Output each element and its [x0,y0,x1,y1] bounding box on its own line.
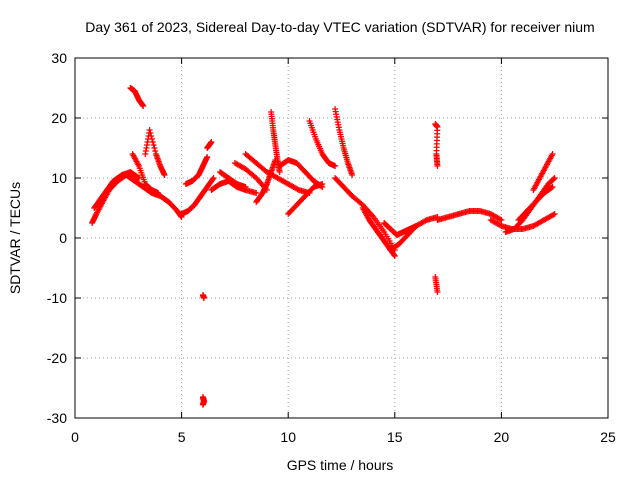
data-point [134,174,141,181]
data-point [550,211,557,218]
y-tick-label: -20 [47,350,67,366]
y-axis-label: SDTVAR / TECUs [7,182,23,294]
y-tick-label: -10 [47,290,67,306]
data-point [149,139,156,145]
x-tick-label: 15 [387,429,403,445]
data-point [349,172,356,178]
data-point [151,145,158,151]
x-tick-label: 0 [71,429,79,445]
y-tick-label: 10 [51,170,67,186]
chart-title: Day 361 of 2023, Sidereal Day-to-day VTE… [85,19,594,35]
data-point [204,154,211,160]
data-point [550,175,557,182]
data-point [294,186,301,193]
data-point [152,148,159,154]
data-point [140,103,147,109]
data-point [498,217,505,223]
data-point [434,163,441,169]
x-tick-label: 10 [280,429,296,445]
x-tick-label: 5 [178,429,186,445]
data-point [155,190,162,196]
data-point [253,190,260,196]
data-point [497,216,504,223]
data-point [548,184,555,191]
y-tick-label: -30 [47,410,67,426]
data-points [89,85,558,408]
y-tick-label: 20 [51,110,67,126]
data-point [391,253,398,259]
data-point [146,127,153,133]
data-point [551,211,558,217]
data-point [208,139,215,145]
axis-ticks: 0 5 10 15 20 25 -30 -20 -10 0 10 20 30 [47,50,616,445]
grid-lines [75,58,608,418]
data-point [199,401,206,408]
data-point [391,251,397,258]
data-point [276,169,283,175]
data-point [200,295,207,301]
data-point [549,151,556,157]
data-point [497,222,504,229]
y-tick-label: 30 [51,50,67,66]
x-tick-label: 25 [600,429,616,445]
data-point [549,184,556,190]
data-point [242,184,249,190]
data-point [150,142,157,148]
data-point [148,133,155,139]
x-axis-label: GPS time / hours [287,457,394,473]
y-tick-label: 0 [59,230,67,246]
plot-frame [74,57,609,419]
data-point [422,217,429,224]
data-point [161,172,168,178]
data-point [147,130,154,136]
data-point [319,181,326,187]
data-point [434,289,441,295]
data-point [358,200,365,207]
data-point [251,173,258,180]
data-point [551,175,558,181]
data-point [149,136,156,142]
data-point [332,163,339,169]
x-tick-label: 20 [494,429,510,445]
data-point [209,176,216,183]
data-point [135,175,142,181]
data-point [210,175,217,181]
